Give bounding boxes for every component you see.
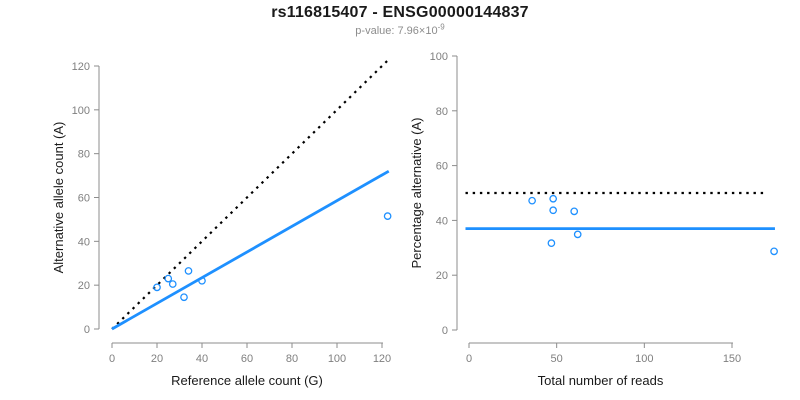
- pvalue-exponent: -9: [437, 22, 445, 32]
- pvalue-text: p-value: 7.96×10: [355, 25, 438, 37]
- data-point: [184, 267, 193, 275]
- data-point: [770, 247, 778, 256]
- data-point: [549, 206, 558, 215]
- data-point: [383, 212, 392, 220]
- x-tick-label: 120: [373, 353, 391, 365]
- y-tick-label: 20: [78, 280, 90, 292]
- y-tick-label: 0: [84, 324, 90, 336]
- y-axis-title: Percentage alternative (A): [409, 117, 424, 268]
- data-point: [164, 274, 173, 283]
- y-tick-label: 120: [72, 61, 90, 73]
- y-tick-label: 80: [78, 149, 90, 161]
- y-tick-label: 0: [442, 325, 448, 337]
- data-point: [570, 207, 579, 216]
- y-tick-label: 80: [436, 106, 448, 118]
- y-tick-label: 40: [78, 236, 90, 248]
- data-point: [573, 230, 582, 239]
- x-tick-label: 100: [635, 353, 653, 365]
- pvalue-subtitle: p-value: 7.96×10-9: [0, 22, 800, 37]
- y-tick-label: 60: [436, 161, 448, 173]
- y-tick-label: 40: [436, 215, 448, 227]
- data-point: [528, 196, 536, 205]
- y-tick-label: 20: [436, 270, 448, 282]
- x-axis-title: Reference allele count (G): [171, 373, 323, 388]
- data-point: [198, 276, 206, 285]
- x-tick-label: 80: [286, 353, 298, 365]
- y-tick-label: 60: [78, 192, 90, 204]
- x-tick-label: 0: [109, 353, 115, 365]
- y-tick-label: 100: [72, 105, 90, 117]
- x-tick-label: 50: [551, 353, 563, 365]
- fit-line: [111, 169, 390, 331]
- data-point: [168, 280, 177, 288]
- x-tick-label: 60: [241, 353, 253, 365]
- x-tick-label: 100: [328, 353, 346, 365]
- page-title: rs116815407 - ENSG00000144837: [271, 4, 529, 21]
- x-tick-label: 20: [151, 353, 163, 365]
- y-axis-title: Alternative allele count (A): [51, 122, 66, 274]
- x-tick-label: 0: [466, 353, 472, 365]
- data-point: [547, 239, 556, 247]
- data-point: [549, 194, 558, 203]
- x-tick-label: 40: [196, 353, 208, 365]
- x-axis-title: Total number of reads: [538, 373, 664, 388]
- y-tick-label: 100: [430, 51, 448, 63]
- data-point: [180, 293, 188, 302]
- data-point: [153, 283, 161, 292]
- x-tick-label: 150: [723, 353, 741, 365]
